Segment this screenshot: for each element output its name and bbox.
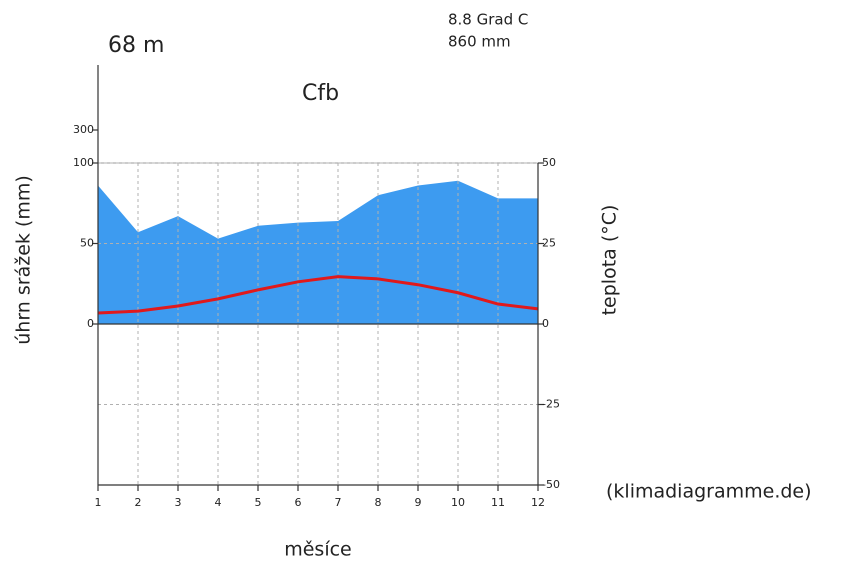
x-axis-label: měsíce — [284, 539, 352, 561]
annual-precipitation: 860 mm — [448, 33, 511, 51]
precipitation-area — [98, 180, 538, 324]
y2-axis-label: teplota (°C) — [599, 205, 621, 316]
y2-tick-label: -25 — [542, 398, 560, 411]
y-tick-label: 0 — [87, 317, 94, 330]
x-tick-label: 2 — [135, 496, 142, 509]
y2-tick-label: -50 — [542, 478, 560, 491]
x-tick-label: 4 — [215, 496, 222, 509]
x-tick-label: 6 — [295, 496, 302, 509]
x-tick-label: 11 — [491, 496, 505, 509]
temperature-line — [97, 275, 539, 315]
x-tick-label: 10 — [451, 496, 465, 509]
y-tick-label: 100 — [73, 156, 94, 169]
y2-tick-label: 25 — [542, 237, 556, 250]
x-tick-label: 7 — [335, 496, 342, 509]
mean-temperature: 8.8 Grad C — [448, 11, 528, 29]
y-tick-label: 50 — [80, 237, 94, 250]
climate-class: Cfb — [302, 81, 339, 106]
x-tick-label: 12 — [531, 496, 545, 509]
y2-tick-label: 50 — [542, 156, 556, 169]
x-tick-label: 5 — [255, 496, 262, 509]
x-tick-label: 8 — [375, 496, 382, 509]
y-tick-label: 300 — [73, 123, 94, 136]
x-tick-label: 3 — [175, 496, 182, 509]
x-tick-label: 1 — [95, 496, 102, 509]
elevation: 68 m — [108, 33, 164, 58]
y2-tick-label: 0 — [542, 317, 549, 330]
source: (klimadiagramme.de) — [606, 481, 812, 503]
x-tick-label: 9 — [415, 496, 422, 509]
y-axis-label: úhrn srážek (mm) — [13, 175, 35, 345]
